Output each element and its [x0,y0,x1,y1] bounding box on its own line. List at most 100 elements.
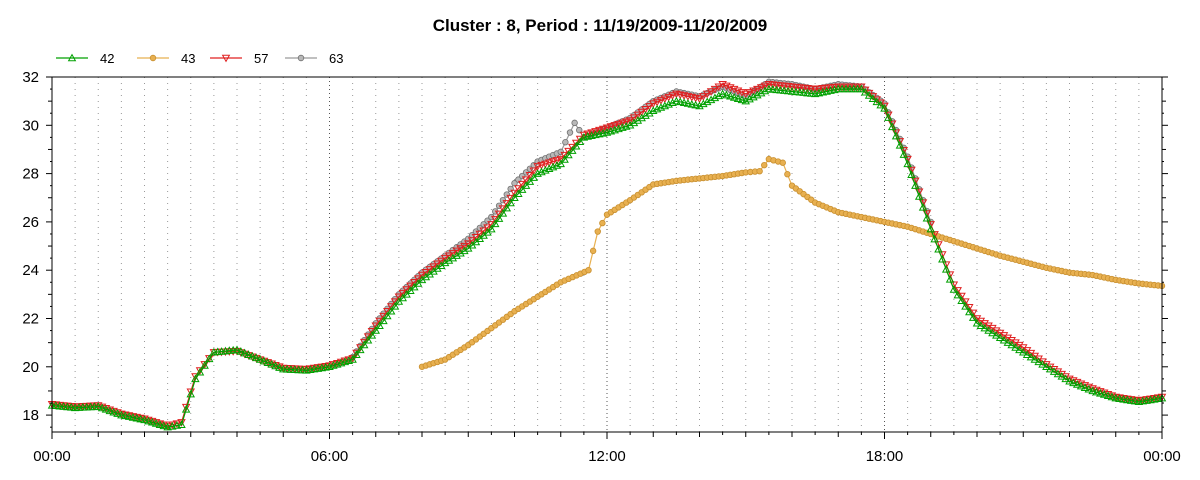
data-point-57 [618,119,627,128]
data-point-57 [440,254,450,263]
x-tick-label: 00:00 [1143,448,1181,465]
data-point-42 [128,413,138,421]
data-point-42 [263,358,273,366]
data-point-57 [587,129,596,137]
legend-label: 57 [254,51,268,66]
data-point-42 [255,355,265,363]
data-point-42 [147,417,157,426]
data-point-57 [625,117,635,125]
data-point-42 [807,89,816,97]
data-point-57 [822,84,831,93]
data-point-42 [1057,372,1067,380]
series-43 [418,155,1166,370]
data-point-42 [402,289,411,298]
data-point-42 [945,275,955,283]
data-point-42 [895,140,905,149]
data-point-57 [714,83,724,92]
legend-marker [221,54,231,63]
data-point-57 [177,419,186,427]
data-point-42 [1099,390,1109,398]
data-point-42 [1003,338,1013,346]
data-point-42 [1034,357,1043,366]
data-point-42 [907,170,916,179]
data-point-42 [695,101,704,110]
data-point-42 [132,413,142,422]
data-point-57 [818,85,828,93]
data-point-42 [1026,352,1036,361]
data-point-57 [649,100,658,108]
data-point-57 [591,128,600,136]
data-point-63 [576,126,583,134]
data-point-42 [109,407,118,416]
data-point-42 [741,96,750,105]
data-point-57 [460,242,469,251]
data-point-42 [564,150,573,159]
data-point-42 [568,146,577,154]
data-point-42 [163,422,172,431]
data-point-42 [1119,394,1128,403]
data-point-42 [756,88,766,97]
data-point-57 [529,167,539,176]
data-point-42 [1092,387,1101,396]
data-point-42 [749,92,758,101]
data-point-42 [714,91,724,100]
data-point-42 [413,279,423,287]
data-point-42 [645,108,654,117]
data-point-42 [1111,393,1120,402]
data-point-42 [140,415,149,424]
data-point-42 [1011,343,1020,351]
data-point-42 [988,328,997,337]
data-point-42 [117,410,126,419]
data-point-42 [113,409,122,417]
data-point-57 [471,233,481,242]
data-point-57 [452,247,461,256]
data-point-42 [672,96,681,105]
y-tick-label: 28 [22,166,39,183]
data-point-43 [589,247,597,255]
data-point-57 [830,83,839,92]
data-point-43 [585,266,592,274]
data-point-42 [1123,395,1132,404]
data-point-43 [784,171,791,178]
data-point-42 [884,113,893,121]
data-point-42 [880,103,889,112]
data-point-57 [629,114,639,123]
y-tick-label: 32 [22,69,39,86]
data-point-57 [429,263,438,272]
data-point-42 [941,264,951,273]
legend-label: 63 [329,51,343,66]
data-point-42 [702,97,712,106]
data-point-42 [502,203,512,212]
data-point-42 [1053,369,1063,378]
data-point-57 [1011,339,1020,348]
data-point-42 [498,209,508,217]
data-point-42 [494,214,504,222]
data-point-42 [899,150,909,158]
data-point-57 [172,420,182,428]
series-layer [47,78,1167,431]
data-point-42 [506,198,515,207]
data-point-42 [525,177,535,185]
data-point-42 [903,159,912,168]
data-point-42 [1019,347,1028,356]
data-point-42 [629,118,639,127]
data-point-42 [1080,383,1090,391]
data-point-42 [144,416,153,425]
x-tick-label: 00:00 [33,448,71,465]
data-point-42 [348,355,357,363]
data-point-42 [205,354,214,363]
data-point-42 [772,85,781,94]
data-point-42 [1045,364,1055,373]
data-point-42 [687,99,697,108]
data-point-57 [421,268,431,277]
data-point-57 [467,237,477,245]
data-point-42 [379,316,388,325]
data-point-42 [980,323,989,332]
data-point-42 [172,421,182,429]
legend-entry-42: 42 [56,51,114,66]
data-point-42 [232,345,242,354]
data-point-42 [745,94,754,103]
data-point-42 [105,406,115,415]
y-tick-label: 30 [22,117,39,134]
